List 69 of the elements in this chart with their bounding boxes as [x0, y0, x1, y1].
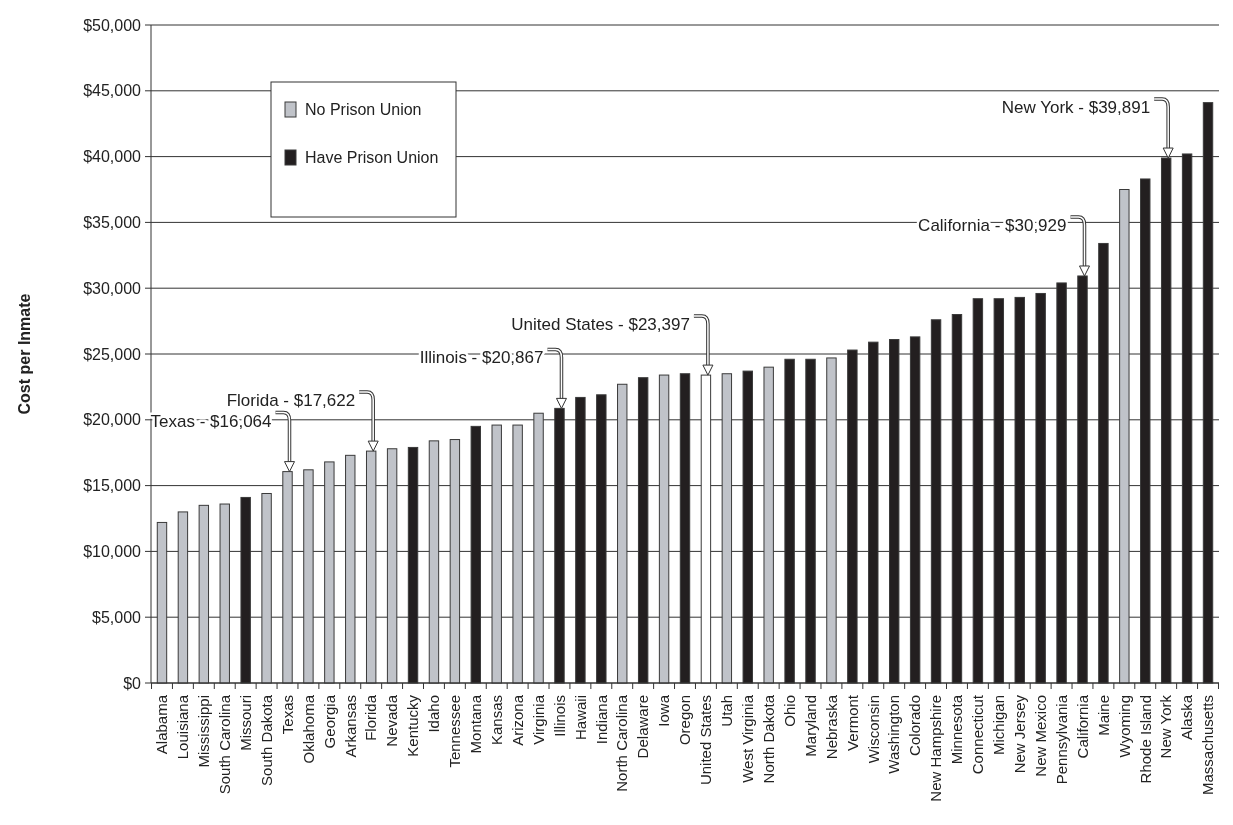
x-tick-label: South Dakota	[257, 694, 275, 786]
x-tick-label: New Jersey	[1010, 694, 1028, 774]
x-tick-label: Virginia	[529, 694, 547, 745]
x-tick-label: Kentucky	[404, 694, 422, 757]
x-tick-label: Texas	[278, 695, 296, 735]
y-tick-label: $10,000	[83, 543, 142, 560]
annotation: United States - $23,397	[511, 315, 690, 335]
annotation: New York - $39,891	[1001, 98, 1151, 118]
x-tick-label: Missouri	[236, 695, 254, 751]
y-tick-label: $30,000	[83, 279, 142, 297]
x-tick-label: Oklahoma	[299, 694, 317, 764]
x-tick-label: New Hampshire	[927, 695, 945, 802]
annotation: Florida - $17,622	[226, 391, 356, 411]
x-tick-label: Florida	[362, 694, 380, 741]
x-tick-label: Connecticut	[969, 694, 987, 775]
x-tick-label: Mississippi	[195, 695, 213, 768]
x-tick-label: Georgia	[320, 694, 338, 749]
x-tick-label: Hawaii	[571, 695, 589, 741]
x-tick-label: New Mexico	[1031, 695, 1049, 777]
x-tick-label: Arizona	[508, 694, 526, 746]
x-tick-label: Vermont	[843, 694, 861, 751]
x-tick-label: Wisconsin	[864, 695, 882, 764]
x-tick-label: South Carolina	[216, 694, 233, 795]
x-tick-label: Washington	[885, 695, 903, 774]
y-tick-label: $20,000	[83, 411, 142, 429]
y-tick-label: $35,000	[83, 214, 142, 231]
x-tick-label: Kansas	[487, 695, 505, 746]
x-tick-label: New York	[1157, 694, 1175, 759]
x-tick-label: Colorado	[906, 695, 924, 756]
x-tick-label: Iowa	[655, 694, 673, 727]
y-tick-label: $25,000	[83, 345, 142, 363]
y-tick-label: $5,000	[92, 608, 142, 626]
y-tick-label: $15,000	[83, 477, 142, 495]
x-tick-label: California	[1073, 694, 1091, 759]
x-tick-label: Michigan	[990, 695, 1008, 756]
y-tick-label: $40,000	[83, 148, 142, 166]
x-tick-label: Ohio	[780, 695, 798, 727]
x-tick-label: United States	[697, 695, 715, 786]
x-tick-label: Indiana	[592, 694, 610, 745]
x-tick-label: Tennessee	[446, 695, 464, 768]
x-tick-label: Massachusetts	[1199, 695, 1217, 796]
legend-label: No Prison Union	[305, 101, 422, 118]
x-tick-label: North Dakota	[759, 694, 777, 784]
y-tick-label: $45,000	[83, 82, 142, 100]
x-tick-label: Illinois	[550, 695, 568, 737]
y-tick-label: $50,000	[83, 16, 142, 34]
x-tick-label: Nevada	[383, 694, 401, 747]
legend-label: Have Prison Union	[305, 149, 439, 166]
x-tick-label: Maine	[1094, 695, 1112, 736]
x-tick-label: North Carolina	[613, 694, 631, 792]
x-tick-label: Pennsylvania	[1052, 694, 1070, 785]
x-tick-label: Alabama	[153, 694, 171, 755]
x-tick-label: Montana	[467, 694, 485, 754]
x-tick-label: Oregon	[676, 695, 694, 746]
x-tick-label: Minnesota	[948, 694, 966, 765]
x-tick-label: Idaho	[425, 695, 443, 733]
x-tick-label: Arkansas	[341, 695, 359, 758]
x-tick-label: Nebraska	[822, 694, 840, 760]
x-tick-label: Maryland	[801, 695, 819, 757]
y-axis-title: Cost per Inmate	[16, 293, 33, 415]
x-tick-label: Rhode Island	[1136, 695, 1154, 784]
x-tick-label: Wyoming	[1115, 695, 1133, 758]
x-tick-label: Utah	[718, 695, 736, 727]
x-tick-label: Alaska	[1178, 694, 1196, 741]
annotation: Illinois - $20,867	[419, 348, 544, 368]
x-tick-label: West Virginia	[739, 694, 757, 783]
x-tick-label: Louisiana	[174, 694, 192, 760]
x-tick-label: Delaware	[634, 695, 652, 759]
y-tick-label: $0	[123, 674, 142, 692]
